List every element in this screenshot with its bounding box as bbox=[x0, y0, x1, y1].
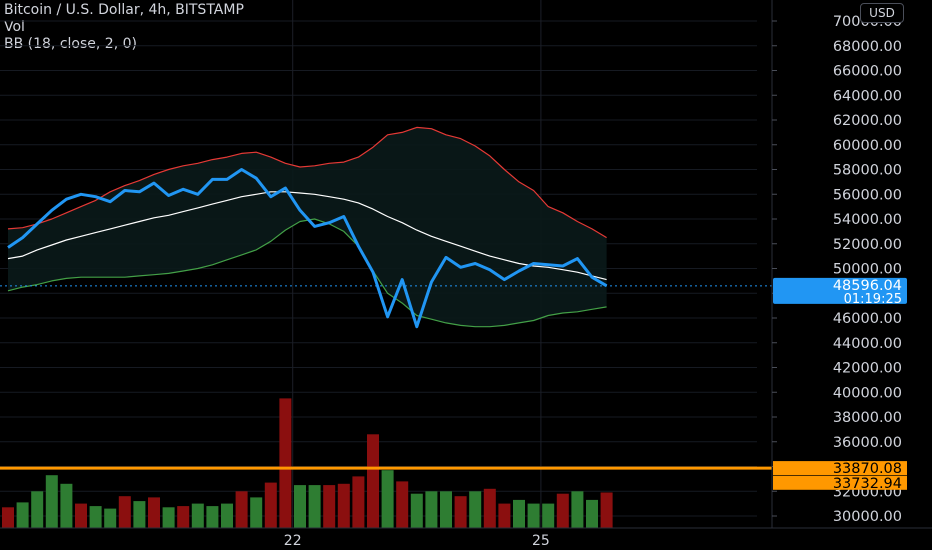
volume-bar[interactable] bbox=[469, 491, 482, 529]
y-tick-label: 44000.00 bbox=[833, 336, 902, 352]
volume-bar[interactable] bbox=[279, 398, 292, 528]
y-tick-label: 60000.00 bbox=[833, 138, 902, 154]
volume-bar[interactable] bbox=[498, 503, 511, 528]
volume-bar[interactable] bbox=[381, 470, 394, 528]
volume-bar[interactable] bbox=[513, 499, 525, 528]
volume-bar[interactable] bbox=[206, 506, 219, 528]
bb-upper-line[interactable] bbox=[7, 126, 607, 239]
volume-bar[interactable] bbox=[235, 491, 248, 529]
volume-bar[interactable] bbox=[425, 491, 438, 529]
y-tick-label: 50000.00 bbox=[833, 262, 902, 278]
volume-bar[interactable] bbox=[104, 508, 117, 528]
volume-bar[interactable] bbox=[308, 485, 321, 528]
y-tick-label: 58000.00 bbox=[833, 163, 902, 179]
x-tick-label: 22 bbox=[284, 533, 302, 549]
volume-bar[interactable] bbox=[60, 483, 73, 528]
y-tick-label: 52000.00 bbox=[833, 237, 902, 253]
volume-bar[interactable] bbox=[264, 482, 277, 528]
symbol-title[interactable]: Bitcoin / U.S. Dollar, 4h, BITSTAMP bbox=[4, 2, 244, 18]
volume-bar[interactable] bbox=[75, 503, 87, 528]
volume-bar[interactable] bbox=[454, 496, 467, 528]
volume-bar[interactable] bbox=[31, 491, 44, 529]
countdown-label: 01:19:25 bbox=[844, 292, 902, 307]
volume-bar[interactable] bbox=[45, 475, 58, 528]
volume-legend[interactable]: Vol bbox=[4, 19, 25, 35]
last-price-label-box bbox=[773, 277, 907, 304]
y-tick-label: 54000.00 bbox=[833, 212, 902, 228]
y-tick-label: 36000.00 bbox=[833, 435, 902, 451]
volume-bar[interactable] bbox=[2, 507, 14, 528]
volume-bar[interactable] bbox=[118, 496, 131, 528]
y-tick-label: 30000.00 bbox=[833, 509, 902, 525]
bb-middle-line[interactable] bbox=[7, 191, 607, 281]
chart-legend: Bitcoin / U.S. Dollar, 4h, BITSTAMP Vol … bbox=[4, 2, 244, 53]
horizontal-line-label[interactable]: 33870.08 bbox=[833, 461, 902, 477]
bb-band-fill bbox=[8, 127, 607, 327]
volume-bar[interactable] bbox=[148, 497, 160, 528]
volume-bar[interactable] bbox=[483, 488, 496, 528]
horizontal-line-label[interactable]: 33732.94 bbox=[833, 476, 902, 492]
volume-bar[interactable] bbox=[133, 501, 146, 528]
y-tick-label: 64000.00 bbox=[833, 88, 902, 104]
x-tick-label: 25 bbox=[532, 533, 550, 549]
volume-bar[interactable] bbox=[162, 507, 175, 528]
y-tick-label: 42000.00 bbox=[833, 361, 902, 377]
last-price-label: 48596.04 bbox=[833, 278, 902, 294]
y-tick-label: 68000.00 bbox=[833, 39, 902, 55]
y-tick-label: 66000.00 bbox=[833, 64, 902, 80]
volume-bar[interactable] bbox=[16, 502, 29, 528]
y-tick-label: 62000.00 bbox=[833, 113, 902, 129]
volume-bar[interactable] bbox=[294, 485, 306, 528]
y-tick-label: 38000.00 bbox=[833, 410, 902, 426]
volume-bar[interactable] bbox=[527, 503, 540, 528]
volume-bar[interactable] bbox=[410, 493, 423, 528]
volume-bar[interactable] bbox=[221, 503, 233, 528]
volume-bar[interactable] bbox=[440, 491, 452, 529]
price-line[interactable] bbox=[7, 168, 608, 329]
volume-bar[interactable] bbox=[542, 503, 555, 528]
volume-bar[interactable] bbox=[367, 434, 379, 528]
volume-bar[interactable] bbox=[89, 506, 102, 528]
volume-bar[interactable] bbox=[250, 497, 263, 528]
volume-bar[interactable] bbox=[586, 499, 598, 528]
bb-indicator-legend[interactable]: BB (18, close, 2, 0) bbox=[4, 36, 137, 52]
volume-bar[interactable] bbox=[191, 503, 204, 528]
volume-bar[interactable] bbox=[396, 481, 409, 528]
y-tick-label: 46000.00 bbox=[833, 311, 902, 327]
horizontal-line-label-box bbox=[773, 461, 907, 476]
volume-bar[interactable] bbox=[177, 506, 190, 528]
volume-bar[interactable] bbox=[571, 491, 584, 529]
volume-bar[interactable] bbox=[352, 476, 365, 528]
volume-bar[interactable] bbox=[337, 483, 350, 528]
currency-button[interactable]: USD bbox=[860, 3, 904, 23]
volume-bar[interactable] bbox=[556, 493, 569, 528]
y-tick-label: 56000.00 bbox=[833, 187, 902, 203]
horizontal-line-label-box bbox=[773, 475, 907, 490]
volume-bar[interactable] bbox=[600, 492, 613, 529]
y-tick-label: 40000.00 bbox=[833, 385, 902, 401]
volume-bar[interactable] bbox=[323, 485, 336, 528]
